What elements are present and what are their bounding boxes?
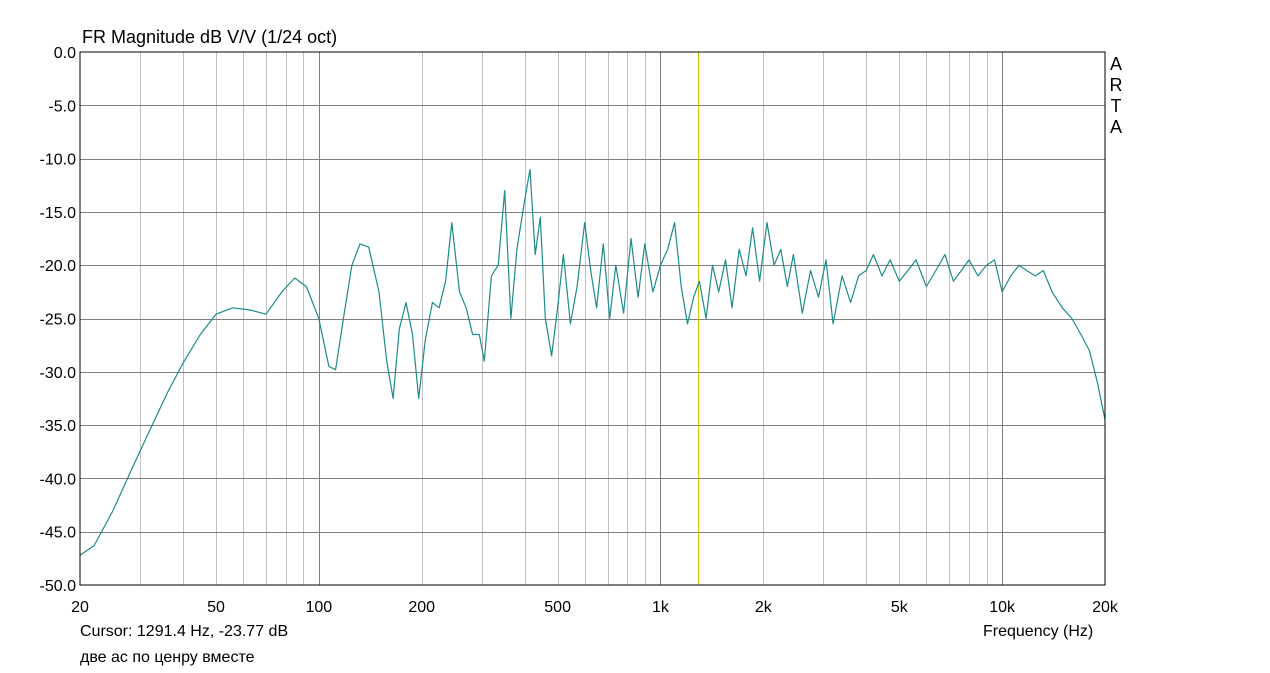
y-tick-label: 0.0: [54, 45, 76, 62]
y-tick-label: -25.0: [40, 312, 77, 329]
x-tick-labels: 20 50 100 200 500 1k 2k 5k 10k 20k: [71, 599, 1119, 616]
brand-letter: A: [1109, 117, 1122, 137]
measurement-note: две ас по ценру вместе: [80, 649, 255, 666]
y-tick-label: -40.0: [40, 471, 77, 488]
x-tick-label: 20: [71, 599, 89, 616]
x-tick-label: 5k: [891, 599, 909, 616]
x-tick-label: 20k: [1092, 599, 1119, 616]
x-tick-label: 10k: [989, 599, 1016, 616]
y-tick-label: -50.0: [40, 578, 77, 595]
arta-brand: A R T A: [1108, 54, 1124, 138]
series-line: [79, 168, 1106, 556]
y-tick-label: -30.0: [40, 365, 77, 382]
x-tick-label: 50: [207, 599, 225, 616]
x-tick-label: 100: [305, 599, 332, 616]
y-tick-label: -5.0: [48, 98, 76, 115]
x-tick-label: 200: [408, 599, 435, 616]
x-tick-label: 2k: [755, 599, 773, 616]
y-tick-label: -15.0: [40, 205, 77, 222]
brand-letter: A: [1109, 54, 1122, 74]
series-curves: [79, 168, 1106, 556]
x-axis-label: Frequency (Hz): [983, 623, 1094, 640]
x-tick-label: 1k: [652, 599, 670, 616]
y-tick-label: -20.0: [40, 258, 77, 275]
brand-letter: R: [1109, 75, 1123, 95]
y-tick-label: -45.0: [40, 525, 77, 542]
y-tick-label: -35.0: [40, 418, 77, 435]
brand-letter: T: [1110, 96, 1122, 116]
x-tick-label: 500: [544, 599, 571, 616]
chart-title: FR Magnitude dB V/V (1/24 oct): [82, 27, 338, 47]
y-tick-label: -10.0: [40, 152, 77, 169]
y-tick-labels: 0.0 -5.0 -10.0 -15.0 -20.0 -25.0 -30.0 -35.0 -40…: [40, 45, 77, 595]
cursor-readout: Cursor: 1291.4 Hz, -23.77 dB: [80, 623, 289, 640]
grid-lines: [80, 52, 1105, 585]
plot-frame: [79, 51, 1106, 586]
